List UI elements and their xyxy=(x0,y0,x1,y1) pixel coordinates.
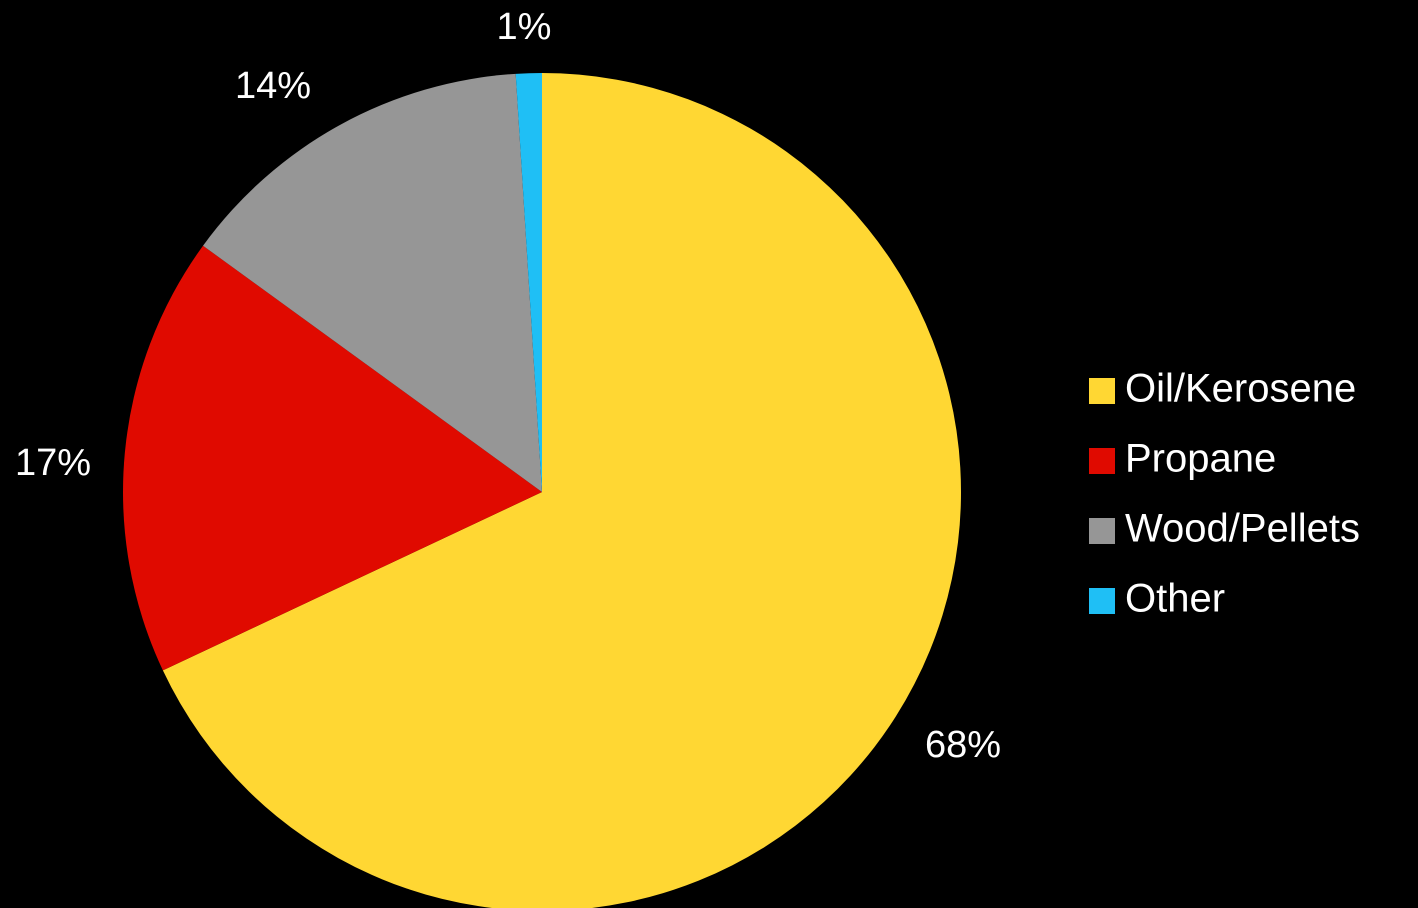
pie-slice-wood-pellets xyxy=(203,73,542,492)
pie-data-labels: 68% 17% 14% 1% xyxy=(15,6,1001,766)
legend: Oil/Kerosene Propane Wood/Pellets Other xyxy=(1089,367,1360,621)
legend-swatch-propane xyxy=(1089,448,1115,474)
pie-slice-oil-kerosene xyxy=(162,73,961,908)
pie-slice-propane xyxy=(123,245,543,671)
data-label-wood-pellets: 14% xyxy=(235,65,311,107)
data-label-other: 1% xyxy=(497,6,552,48)
legend-label-wood-pellets: Wood/Pellets xyxy=(1125,507,1360,551)
legend-label-other: Other xyxy=(1125,577,1225,621)
legend-label-oil-kerosene: Oil/Kerosene xyxy=(1125,367,1356,411)
legend-swatch-other xyxy=(1089,588,1115,614)
pie-slice-other xyxy=(515,73,542,492)
data-label-propane: 17% xyxy=(15,442,91,484)
legend-swatch-oil-kerosene xyxy=(1089,378,1115,404)
pie-slices xyxy=(123,73,961,908)
legend-swatch-wood-pellets xyxy=(1089,518,1115,544)
legend-label-propane: Propane xyxy=(1125,437,1276,481)
data-label-oil-kerosene: 68% xyxy=(925,724,1001,766)
